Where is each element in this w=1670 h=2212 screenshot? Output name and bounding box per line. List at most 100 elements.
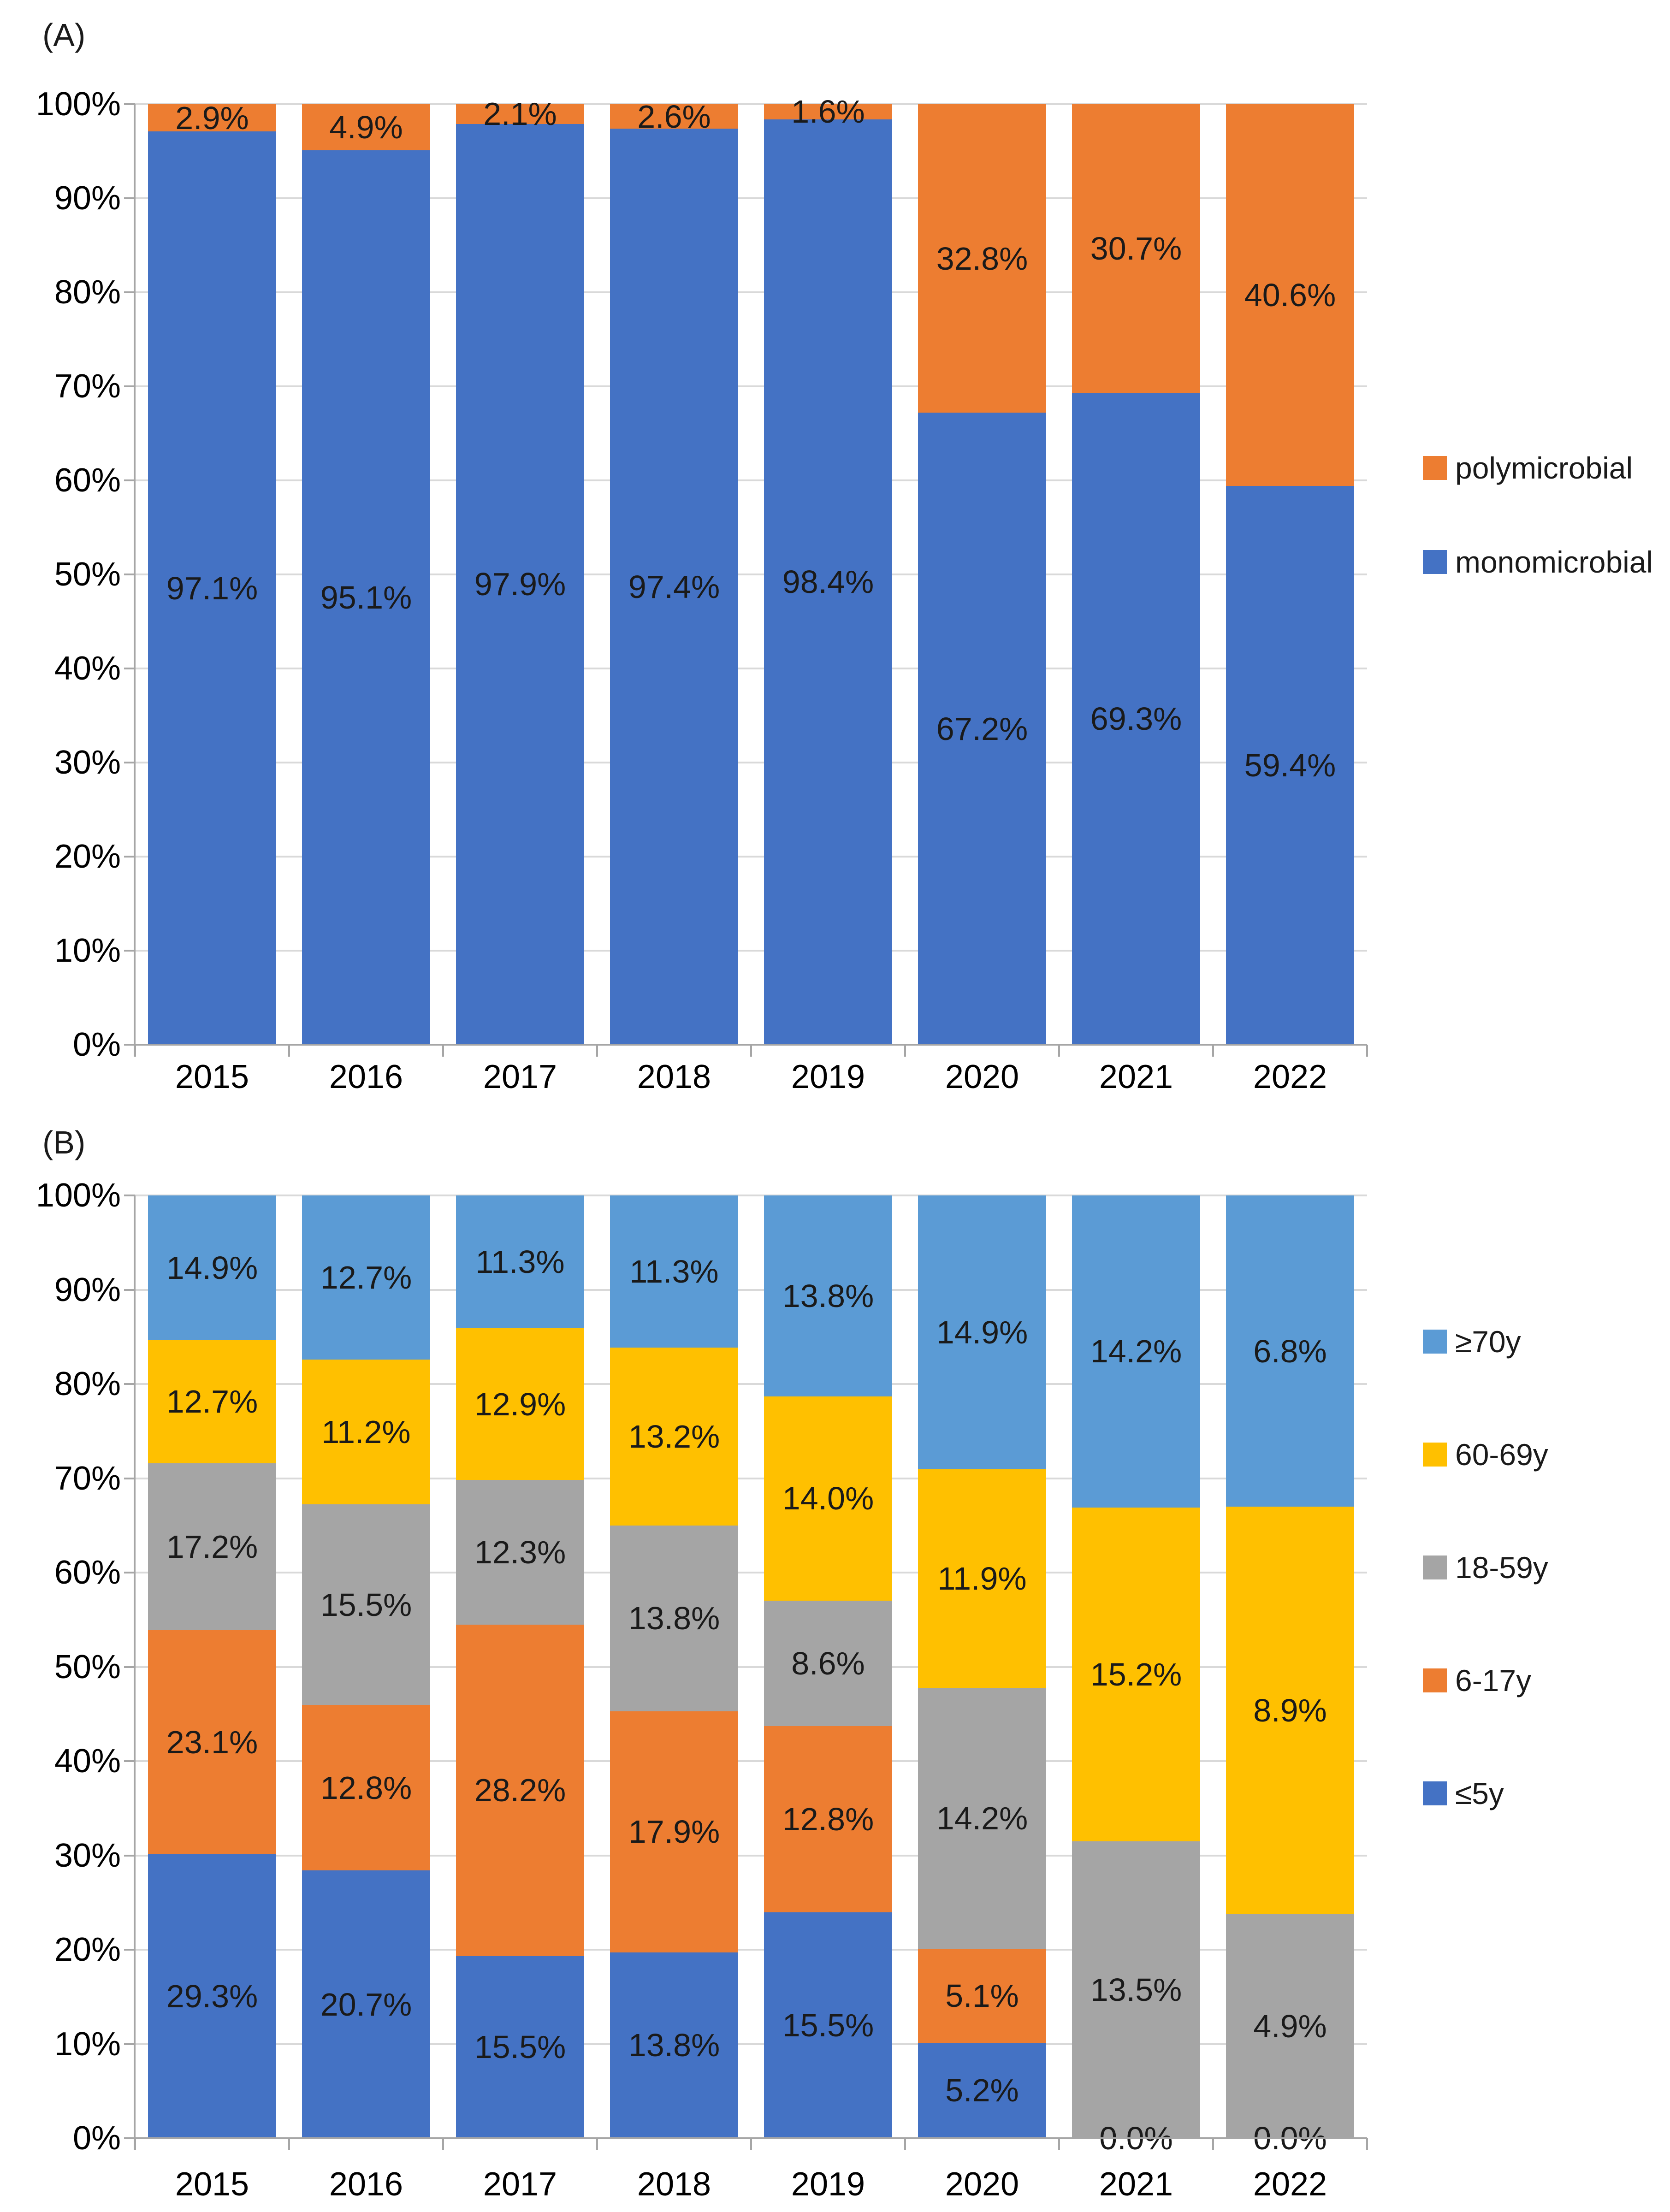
x-axis-tick-mark (1058, 2138, 1060, 2150)
y-axis-tick-mark (124, 197, 135, 199)
bar-segment-≤5y (764, 1912, 892, 2138)
data-label: 8.6% (791, 1645, 865, 1681)
data-label: 14.0% (782, 1480, 874, 1517)
data-label: 13.2% (628, 1418, 720, 1455)
y-axis-tick-mark (124, 1949, 135, 1951)
bar-segment-6-17y (302, 1705, 430, 1871)
bar-segment-monomicrobial (1226, 486, 1354, 1045)
data-label: 13.8% (782, 1278, 874, 1314)
data-label: 8.9% (1253, 1692, 1327, 1728)
gridline (135, 1044, 1367, 1046)
data-label: 0.0% (1099, 2120, 1173, 2156)
data-label: 69.3% (1090, 701, 1182, 737)
data-label: 12.3% (474, 1534, 566, 1570)
data-label: 6.8% (1253, 1333, 1327, 1369)
y-axis-tick-label: 70% (54, 368, 121, 405)
y-axis-tick-mark (124, 2137, 135, 2139)
legend-label-≥70y: ≥70y (1455, 1325, 1521, 1359)
x-axis-tick-mark (1212, 1045, 1214, 1057)
gridline (135, 1949, 1367, 1951)
data-label: 12.9% (474, 1386, 566, 1422)
y-axis-tick-label: 90% (54, 180, 121, 217)
x-axis-label: 2020 (945, 2166, 1019, 2203)
x-axis-line (134, 1044, 1367, 1046)
legend-swatch-≤5y (1423, 1781, 1447, 1805)
bar-segment-18-59y (148, 1463, 276, 1630)
y-axis-tick-mark (124, 103, 135, 105)
y-axis-tick-mark (124, 574, 135, 575)
bar-segment-18-59y (764, 1600, 892, 1726)
bar-segment-≥70y (918, 1195, 1046, 1469)
legend-label-≤5y: ≤5y (1455, 1776, 1504, 1810)
data-label: 15.2% (1090, 1656, 1182, 1693)
bar-segment-≤5y (456, 1956, 584, 2138)
data-label: 4.9% (1253, 2008, 1327, 2044)
y-axis-tick-mark (124, 385, 135, 387)
data-label: 23.1% (166, 1724, 258, 1760)
legend-label-60-69y: 60-69y (1455, 1437, 1548, 1472)
x-axis-label: 2017 (483, 2166, 557, 2203)
x-axis-tick-mark (288, 1045, 290, 1057)
bar-segment-≥70y (764, 1195, 892, 1397)
bar-segment-18-59y (456, 1480, 584, 1625)
data-label: 14.9% (936, 1314, 1028, 1350)
data-label: 1.6% (791, 94, 865, 130)
data-label: 13.8% (628, 2027, 720, 2064)
data-label: 5.2% (945, 2072, 1019, 2109)
data-label: 28.2% (474, 1772, 566, 1809)
bar-segment-≥70y (1226, 1195, 1354, 1507)
bar-segment-≥70y (1072, 1195, 1200, 1508)
y-axis-tick-label: 30% (54, 744, 121, 781)
legend-label-monomicrobial: monomicrobial (1455, 545, 1653, 579)
data-label: 2.1% (483, 96, 557, 132)
bar-segment-≤5y (302, 1870, 430, 2138)
bar-segment-monomicrobial (456, 124, 584, 1045)
y-axis-tick-mark (124, 950, 135, 952)
y-axis-tick-mark (124, 1383, 135, 1385)
y-axis-line (134, 104, 136, 1057)
y-axis-tick-mark (124, 1760, 135, 1762)
y-axis-tick-label: 50% (54, 1648, 121, 1686)
y-axis-tick-mark (124, 1666, 135, 1668)
bar-segment-60-69y (456, 1328, 584, 1480)
gridline (135, 103, 1367, 105)
panel-label-b: (B) (42, 1124, 86, 1160)
data-label: 14.2% (936, 1800, 1028, 1837)
legend-label-polymicrobial: polymicrobial (1455, 451, 1633, 485)
x-axis-tick-mark (134, 2138, 136, 2150)
x-axis-tick-mark (1366, 2138, 1368, 2150)
bar-segment-polymicrobial (764, 104, 892, 119)
bar-segment-≥70y (456, 1195, 584, 1329)
y-axis-tick-mark (124, 668, 135, 669)
x-axis-label: 2021 (1099, 2166, 1173, 2203)
x-axis-label: 2016 (329, 1059, 403, 1095)
data-label: 11.3% (475, 1244, 565, 1280)
bar-segment-monomicrobial (302, 150, 430, 1045)
data-label: 2.9% (175, 100, 249, 136)
x-axis-tick-mark (442, 2138, 444, 2150)
y-axis-tick-label: 50% (54, 556, 121, 593)
y-axis-tick-label: 100% (36, 1177, 121, 1214)
data-label: 11.9% (937, 1561, 1027, 1597)
x-axis-label: 2016 (329, 2166, 403, 2203)
bar-segment-≥70y (148, 1195, 276, 1340)
bar-segment-6-17y (610, 1711, 738, 1952)
bar-segment-polymicrobial (456, 104, 584, 124)
legend-label-18-59y: 18-59y (1455, 1550, 1548, 1585)
data-label: 32.8% (936, 240, 1028, 277)
y-axis-tick-label: 40% (54, 1743, 121, 1780)
bar-segment-monomicrobial (1072, 393, 1200, 1045)
gridline (135, 1477, 1367, 1479)
bar-segment-60-69y (1072, 1507, 1200, 1842)
data-label: 11.2% (321, 1414, 411, 1450)
data-label: 97.1% (166, 570, 258, 606)
x-axis-tick-mark (134, 1045, 136, 1057)
data-label: 13.8% (628, 1600, 720, 1637)
x-axis-tick-mark (904, 2138, 906, 2150)
x-axis-tick-mark (1366, 1045, 1368, 1057)
bar-segment-60-69y (1226, 1507, 1354, 1914)
gridline (135, 762, 1367, 763)
data-label: 15.5% (474, 2029, 566, 2065)
data-label: 12.7% (320, 1260, 412, 1296)
x-axis-label: 2018 (637, 1059, 711, 1095)
